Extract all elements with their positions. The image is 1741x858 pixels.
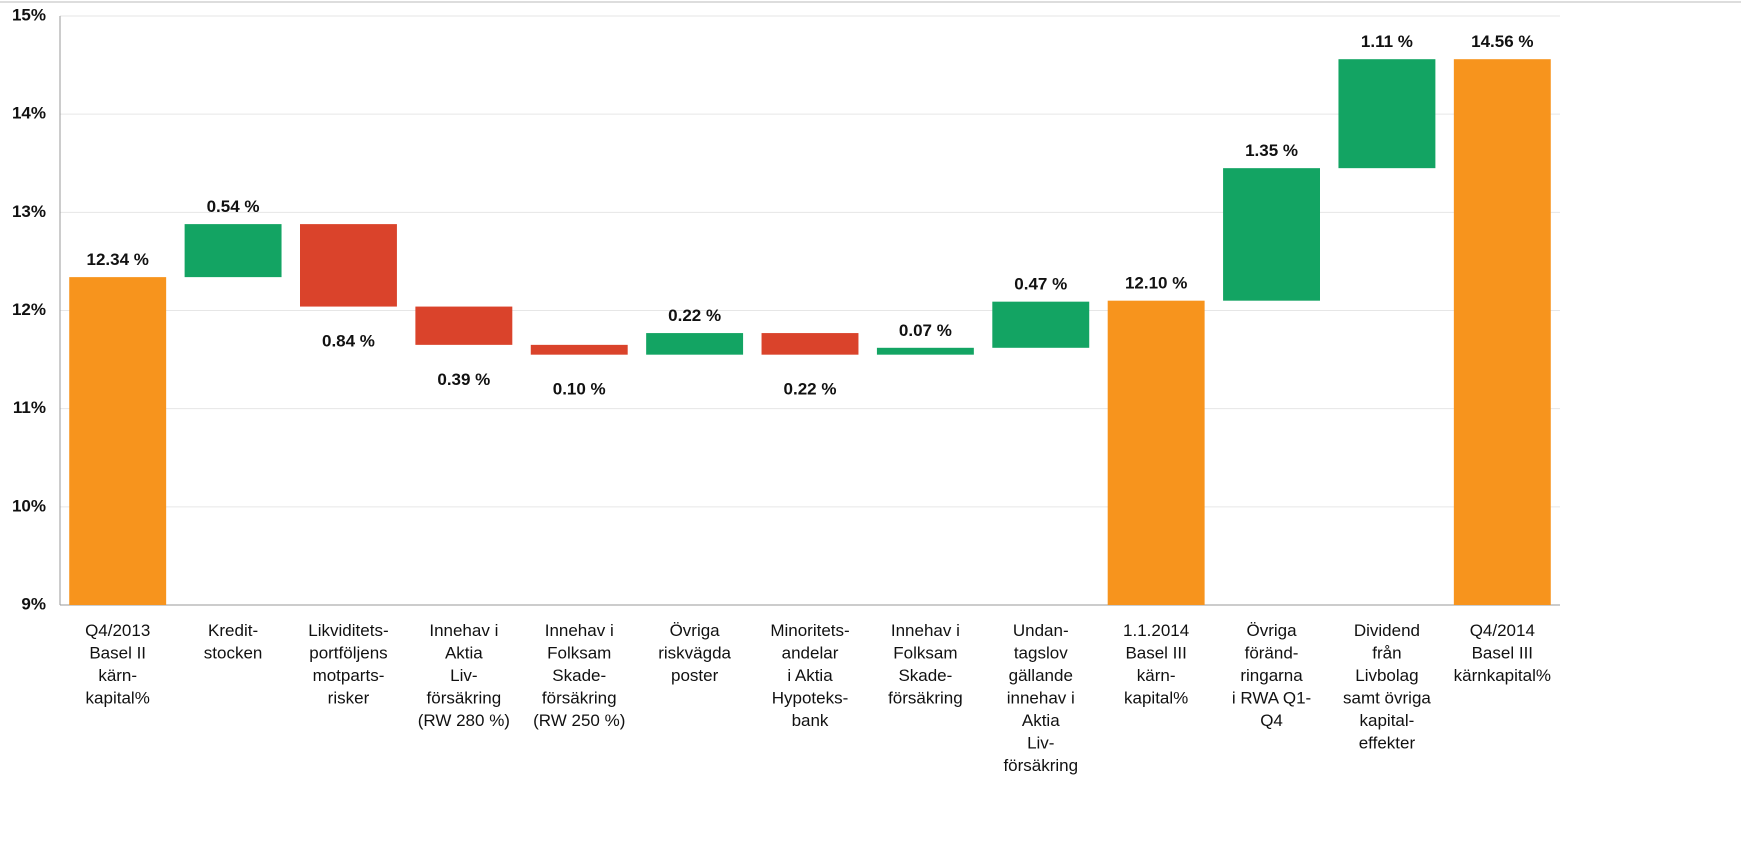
value-label: 0.10 %	[553, 380, 606, 399]
y-tick-label: 13%	[12, 202, 46, 221]
bar	[646, 333, 744, 355]
bar	[992, 301, 1090, 348]
x-tick-label: Övriga riskvägda poster	[658, 621, 731, 685]
bar	[69, 277, 167, 605]
bar	[300, 224, 397, 307]
x-tick-label: Q4/2014 Basel III kärnkapital%	[1454, 621, 1551, 685]
x-tick-label: Likviditets-portföljens motparts-risker	[308, 621, 388, 708]
bar	[1338, 59, 1436, 169]
value-label: 1.11 %	[1361, 32, 1413, 51]
value-label: 0.22 %	[784, 380, 837, 399]
y-tick-label: 14%	[12, 104, 46, 123]
x-tick-label: Innehav i Aktia Liv-försäkring (RW 280 %)	[418, 621, 510, 730]
value-label: 0.07 %	[899, 321, 952, 340]
x-tick-label: Innehav i Folksam Skade-försäkring (RW 250 …	[533, 621, 625, 730]
x-tick-label: Undan-tagslov gällande innehav i Aktia Liv-f…	[1003, 621, 1078, 775]
value-label: 14.56 %	[1471, 32, 1533, 51]
y-tick-label: 12%	[12, 300, 46, 319]
bar	[761, 333, 859, 355]
bar	[415, 306, 513, 345]
value-label: 0.54 %	[207, 197, 260, 216]
x-tick-label: Övriga föränd-ringarna i RWA Q1-Q4	[1232, 621, 1311, 730]
bar	[1453, 59, 1551, 605]
x-tick-label: Minoritets-andelar i Aktia Hypoteks-bank	[770, 621, 849, 730]
bar	[1223, 168, 1320, 301]
bar	[184, 224, 282, 278]
value-label: 0.84 %	[322, 332, 375, 351]
value-label: 1.35 %	[1245, 141, 1298, 160]
bar	[1107, 300, 1205, 605]
value-label: 12.34 %	[86, 250, 148, 269]
bar	[530, 344, 628, 355]
y-tick-label: 15%	[12, 5, 46, 24]
y-tick-label: 11%	[13, 398, 46, 417]
value-label: 0.47 %	[1014, 275, 1067, 294]
x-tick-label: Dividend från Livbolag samt övriga kapital-e…	[1343, 621, 1431, 753]
y-tick-label: 9%	[21, 594, 46, 613]
x-tick-label: Innehav i Folksam Skade-försäkring	[888, 621, 963, 708]
value-label: 0.22 %	[668, 306, 721, 325]
x-tick-label: 1.1.2014 Basel III kärn-kapital%	[1123, 621, 1189, 708]
bar	[876, 347, 974, 355]
value-label: 12.10 %	[1125, 274, 1187, 293]
y-tick-label: 10%	[12, 496, 46, 515]
value-label: 0.39 %	[437, 370, 490, 389]
x-tick-label: Kredit-stocken	[204, 621, 263, 663]
x-tick-label: Q4/2013 Basel II kärn-kapital%	[85, 621, 150, 708]
